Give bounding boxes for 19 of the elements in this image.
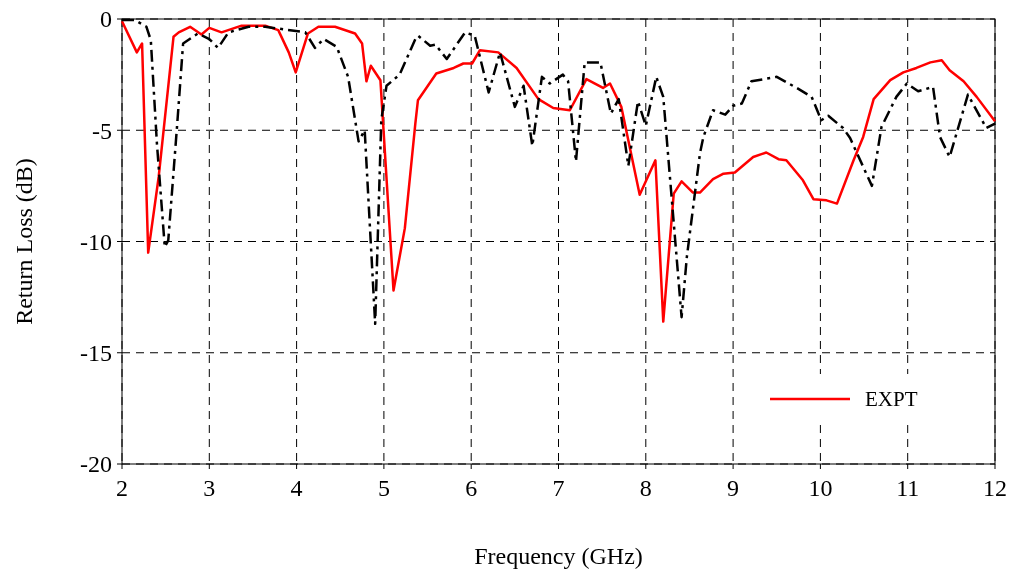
x-tick-label: 4 — [290, 475, 303, 501]
y-tick-label: -15 — [80, 340, 112, 367]
x-tick-label: 10 — [808, 475, 833, 501]
x-tick-label: 6 — [465, 475, 478, 501]
x-tick-label: 2 — [116, 475, 128, 501]
y-tick-label: -5 — [92, 117, 112, 144]
x-tick-label: 5 — [377, 475, 390, 501]
y-tick-label: 0 — [100, 6, 112, 33]
x-tick-label: 11 — [896, 475, 920, 501]
y-tick-label: -10 — [80, 228, 112, 255]
x-tick-label: 12 — [983, 475, 1007, 501]
y-tick-label: -20 — [80, 451, 112, 478]
x-axis-title: Frequency (GHz) — [474, 543, 643, 569]
x-tick-label: 3 — [203, 475, 216, 501]
x-tick-label: 9 — [727, 475, 740, 501]
x-tick-label: 7 — [552, 475, 565, 501]
legend-label: EXPT — [865, 387, 918, 412]
y-axis-title: Return Loss (dB) — [11, 158, 37, 325]
x-tick-label: 8 — [639, 475, 652, 501]
